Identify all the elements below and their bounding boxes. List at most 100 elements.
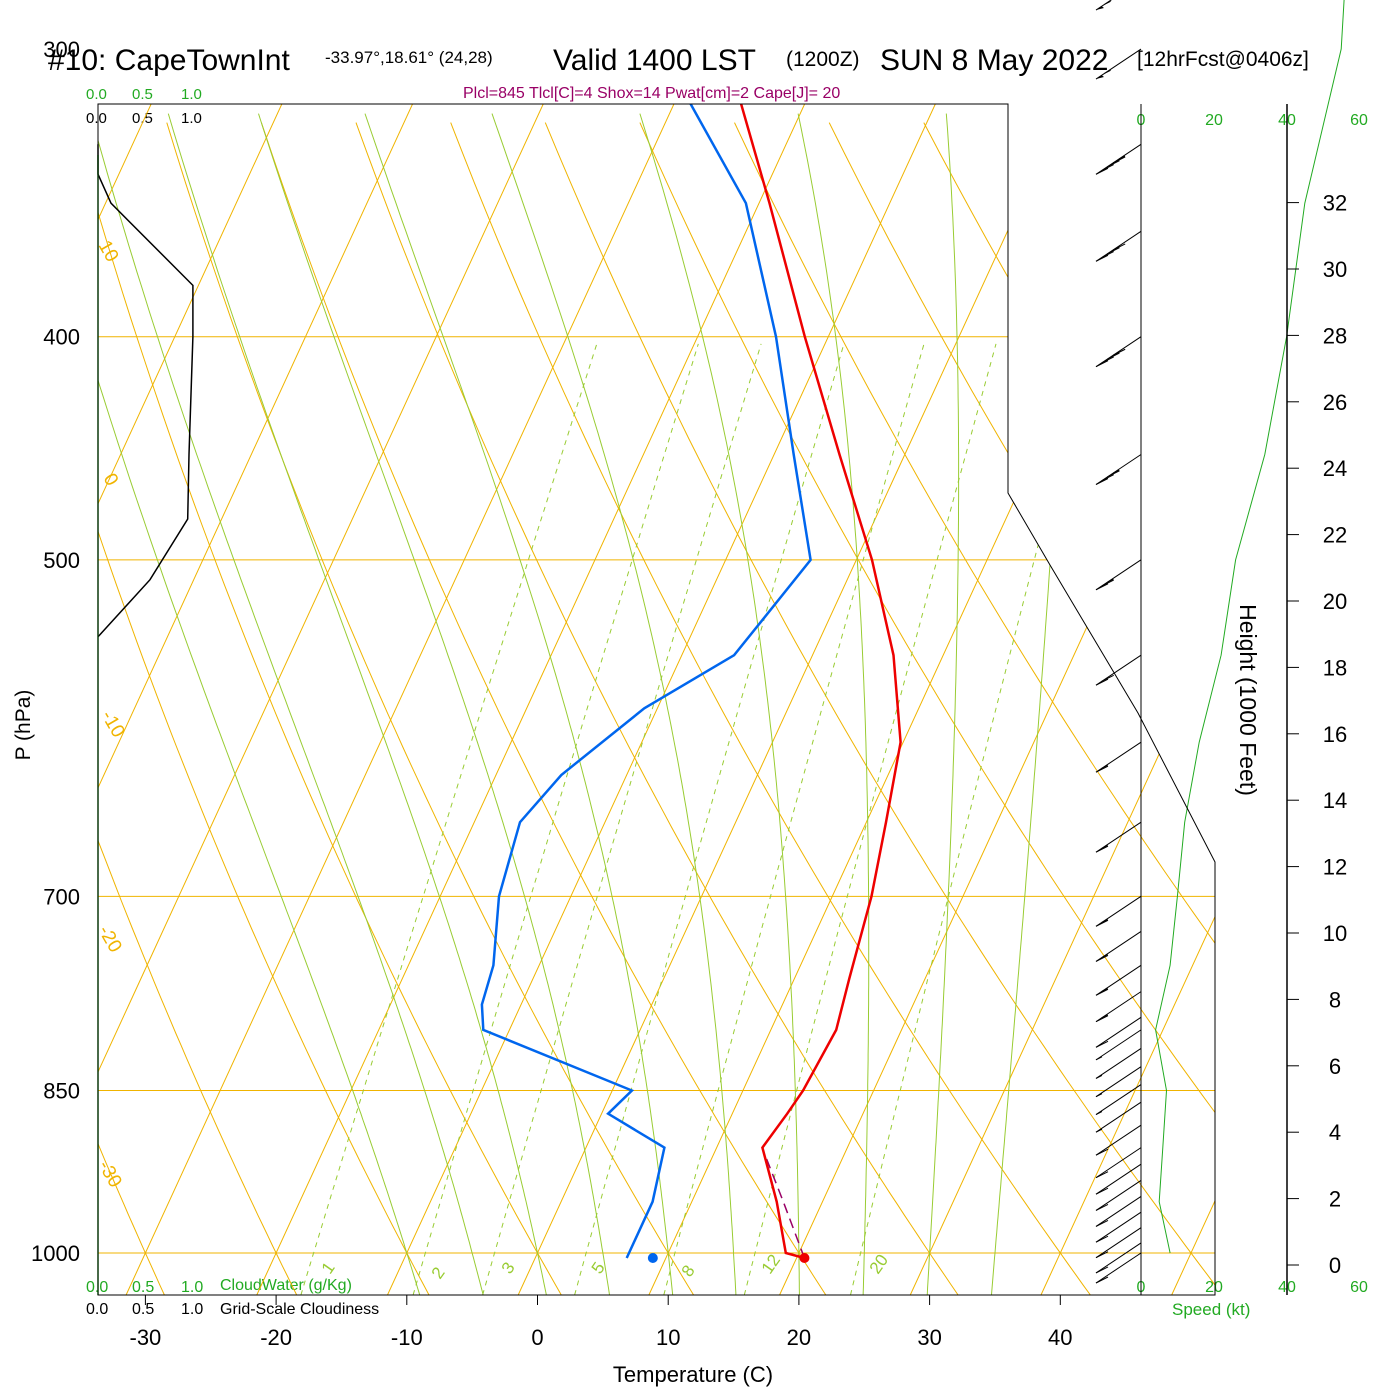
wind-barb <box>1095 1147 1142 1179</box>
wind-barb-flag <box>1096 6 1104 10</box>
dry-adiabat-line <box>98 122 165 1295</box>
wind-barb <box>1095 1211 1142 1243</box>
wind-barb-full <box>1101 251 1114 258</box>
moist-adiabat-line <box>639 113 800 1295</box>
wind-barb-shaft <box>1095 1048 1142 1079</box>
wind-barb-half <box>1095 1128 1103 1133</box>
wind-barb-shaft <box>1095 1066 1142 1098</box>
wind-barb-full <box>1107 470 1120 478</box>
x-tick-label: 30 <box>917 1325 941 1350</box>
wind-barb <box>1095 895 1142 927</box>
wind-barb-full <box>1095 765 1109 773</box>
wind-speed-profile <box>1155 0 1345 1254</box>
mixing-ratio-label: 2 <box>428 1264 449 1283</box>
isotherm-line <box>98 104 544 1295</box>
wind-barb-full <box>1095 1171 1109 1179</box>
wind-barb <box>1095 1029 1142 1061</box>
wind-barb <box>1095 454 1142 485</box>
wind-barb <box>1095 1048 1142 1079</box>
isotherm-label: 0 <box>1007 331 1029 353</box>
wind-barb <box>1095 336 1142 368</box>
wind-barb-full <box>1095 1203 1109 1211</box>
pressure-tick-label: 500 <box>43 548 80 573</box>
moist-adiabat-line <box>491 113 737 1295</box>
dry-adiabat-line <box>1017 122 1215 1295</box>
wind-barb <box>1095 821 1142 853</box>
moist-adiabat-line <box>797 113 870 1295</box>
wind-barb-shaft <box>1095 48 1142 80</box>
forecast-info: [12hrFcst@0406z] <box>1137 48 1309 71</box>
wind-barb <box>1095 143 1142 175</box>
mixing-ratio-line <box>482 343 762 1295</box>
wind-barb <box>1095 230 1142 262</box>
x-tick-label: 0 <box>531 1325 543 1350</box>
isotherm-line <box>517 104 1067 1295</box>
wind-barb-full <box>1101 474 1114 482</box>
wind-barb-full <box>1101 579 1114 587</box>
height-tick-label: 22 <box>1323 523 1347 548</box>
wind-barb <box>1095 1163 1142 1195</box>
wind-barb-full <box>1095 1148 1109 1156</box>
mixing-ratio-line <box>850 343 1092 1295</box>
wind-barb-full <box>1112 348 1126 356</box>
wind-barb-full <box>1095 1276 1109 1284</box>
speed-tick: 60 <box>1350 112 1368 129</box>
cloudiness-tick: 1.0 <box>181 1301 203 1318</box>
wind-barb-full <box>1095 954 1109 962</box>
x-tick-label: 20 <box>787 1325 811 1350</box>
wind-barb-shaft <box>1095 1196 1142 1227</box>
wind-barb <box>1095 1227 1142 1259</box>
height-tick-label: 32 <box>1323 191 1347 216</box>
dry-adiabat-line <box>260 122 827 1295</box>
moist-adiabat-line <box>167 113 549 1295</box>
wind-barb-full <box>1095 360 1109 368</box>
x-tick-label: -30 <box>130 1325 162 1350</box>
wind-barb <box>1095 1016 1142 1048</box>
wind-barb-half <box>1101 988 1108 992</box>
wind-barb-full <box>1095 919 1109 927</box>
skewt-plot-area <box>480 104 902 1263</box>
wind-barb-full <box>1095 167 1109 175</box>
moist-adiabat-line <box>98 113 486 1295</box>
wind-barb-half <box>1107 578 1114 583</box>
mixing-ratio-line <box>412 343 699 1295</box>
cloudiness-tick: 0.0 <box>86 110 107 127</box>
speed-top-scale: 0 20 40 60 <box>1137 112 1368 129</box>
isotherm-line <box>779 104 1215 1295</box>
pressure-tick-label: 700 <box>43 884 80 909</box>
wind-barb-half <box>1095 1093 1103 1098</box>
wind-barb-full <box>1095 1187 1109 1195</box>
cloudiness-label: Grid-Scale Cloudiness <box>220 1301 379 1318</box>
dry-adiabat-line <box>98 122 430 1295</box>
dry-adiabat-line <box>828 122 1215 1295</box>
surface-dewpoint-dot <box>647 1252 658 1263</box>
wind-barb-full <box>1095 1251 1109 1259</box>
wind-barb-full <box>1095 845 1109 853</box>
x-tick-label: 10 <box>656 1325 680 1350</box>
pressure-tick-label: 1000 <box>31 1241 80 1266</box>
wind-barb-half <box>1101 919 1108 923</box>
wind-barb-full <box>1095 583 1109 591</box>
mixing-ratio-line <box>663 343 925 1295</box>
wind-barb <box>1095 964 1142 996</box>
plot-frame <box>97 103 1216 1296</box>
speed-tick: 20 <box>1205 112 1223 129</box>
wind-barb-shaft <box>1095 1180 1142 1211</box>
dry-adiabat-line <box>544 122 1215 1295</box>
wind-barb-full <box>1095 1266 1109 1274</box>
wind-barb-half <box>1101 954 1108 959</box>
wind-barb-shaft <box>1095 1101 1142 1133</box>
stability-indices: Plcl=845 Tlcl[C]=4 Shox=14 Pwat[cm]=2 Ca… <box>463 85 840 102</box>
moist-adiabat-line <box>364 113 674 1295</box>
cloudiness-bottom-scale: 0.0 0.5 1.0 Grid-Scale Cloudiness <box>86 1301 379 1318</box>
wind-barb-shaft <box>1095 1242 1142 1274</box>
wind-barb-full <box>1107 352 1120 360</box>
wind-barb <box>1095 1196 1142 1227</box>
mixing-ratio-line <box>574 343 845 1295</box>
x-tick-label: 40 <box>1048 1325 1072 1350</box>
parcel-trace <box>765 1158 806 1259</box>
moist-adiabat-line <box>990 113 1075 1295</box>
wind-barb-shaft <box>1095 1084 1142 1115</box>
